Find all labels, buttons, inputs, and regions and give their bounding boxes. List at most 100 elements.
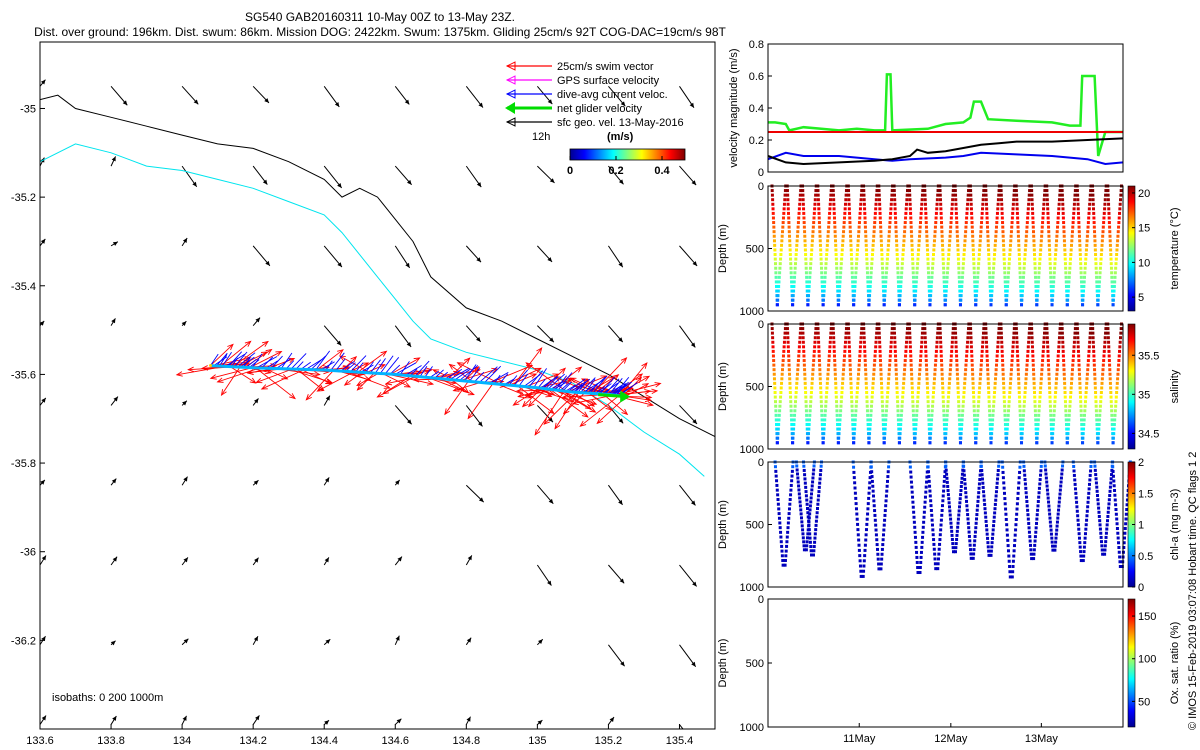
profile-sample (1103, 548, 1107, 552)
profile-sample (803, 248, 807, 252)
profile-sample (1076, 349, 1080, 353)
profile-sample (909, 216, 913, 220)
profile-sample (1027, 340, 1031, 344)
profile-sample (892, 189, 896, 193)
profile-sample (1004, 427, 1008, 431)
profile-sample (951, 193, 955, 197)
swim-vector-head (579, 420, 587, 427)
profile-sample (1049, 280, 1053, 284)
profile-sample (1094, 257, 1098, 261)
profile-sample (961, 271, 965, 275)
profile-sample (991, 275, 995, 279)
profile-sample (987, 404, 991, 408)
profile-sample (805, 275, 809, 279)
profile-sample (1008, 386, 1012, 390)
profile-sample (887, 239, 891, 243)
profile-sample (886, 386, 890, 390)
profile-sample (1115, 527, 1119, 531)
geo-arrow-head (254, 557, 259, 563)
profile-sample (1087, 349, 1091, 353)
profile-sample (1005, 432, 1009, 436)
profile-sample (992, 266, 996, 270)
profile-sample (840, 395, 844, 399)
profile-sample (915, 550, 919, 554)
profile-sample (1018, 470, 1022, 474)
profile-sample (944, 294, 948, 298)
profile-sample (1072, 211, 1076, 215)
profile-sample (930, 418, 934, 422)
profile-sample (973, 284, 977, 288)
profile-sample (940, 363, 944, 367)
profile-sample (797, 354, 801, 358)
profile-sample (1114, 508, 1118, 512)
profile-sample (874, 198, 878, 202)
profile-sample (1107, 202, 1111, 206)
profile-sample (1118, 211, 1122, 215)
profile-sample (1045, 480, 1049, 484)
profile-sample (782, 345, 786, 349)
profile-sample (882, 441, 886, 445)
profile-sample (933, 557, 937, 561)
profile-sample (834, 391, 838, 395)
profile-sample (1020, 298, 1024, 302)
profile-sample (1015, 198, 1019, 202)
profile-sample (871, 239, 875, 243)
profile-sample (1093, 372, 1097, 376)
profile-sample (799, 508, 803, 512)
profile-sample (804, 271, 808, 275)
profile-sample (1039, 386, 1043, 390)
profile-sample (833, 368, 837, 372)
profile-sample (895, 253, 899, 257)
profile-sample (1085, 514, 1089, 518)
profile-sample (872, 499, 876, 503)
profile-sample (993, 391, 997, 395)
profile-sample (956, 395, 960, 399)
profile-sample (942, 413, 946, 417)
profile-sample (960, 422, 964, 426)
profile-sample (819, 257, 823, 261)
profile-sample (840, 248, 844, 252)
swim-vector (624, 383, 649, 397)
profile-sample (804, 400, 808, 404)
profile-sample (1062, 230, 1066, 234)
profile-sample (988, 271, 992, 275)
velocity-series-line (767, 151, 1124, 166)
profile-sample (1095, 422, 1099, 426)
profile-sample (911, 409, 915, 413)
profile-sample (840, 386, 844, 390)
profile-sample (895, 381, 899, 385)
profile-sample (1034, 413, 1038, 417)
profile-sample (1083, 262, 1087, 266)
profile-sample (942, 280, 946, 284)
profile-sample (858, 354, 862, 358)
profile-sample (1112, 427, 1116, 431)
profile-sample (1017, 377, 1021, 381)
profile-sample (899, 275, 903, 279)
profile-sample (958, 501, 962, 505)
profile-sample (880, 391, 884, 395)
profile-sample (868, 284, 872, 288)
profile-sample (1092, 363, 1096, 367)
profile-sample (975, 284, 979, 288)
profile-sample (970, 349, 974, 353)
profile-sample (852, 470, 856, 474)
profile-sample (929, 294, 933, 298)
profile-sample (1043, 189, 1047, 193)
geo-arrow-head (405, 262, 410, 268)
profile-sample (775, 441, 779, 445)
profile-sample (844, 327, 848, 331)
profile-sample (961, 409, 965, 413)
profile-sample (1052, 271, 1056, 275)
profile-sample (1009, 234, 1013, 238)
profile-sample (770, 193, 774, 197)
profile-sample (772, 239, 776, 243)
profile-sample (1083, 409, 1087, 413)
profile-sample (786, 526, 790, 530)
profile-sample (818, 381, 822, 385)
profile-sample (973, 289, 977, 293)
profile-sample (807, 528, 811, 532)
dac-vector (384, 357, 400, 375)
profile-sample (818, 368, 822, 372)
profile-sample (817, 345, 821, 349)
profile-sample (1002, 381, 1006, 385)
